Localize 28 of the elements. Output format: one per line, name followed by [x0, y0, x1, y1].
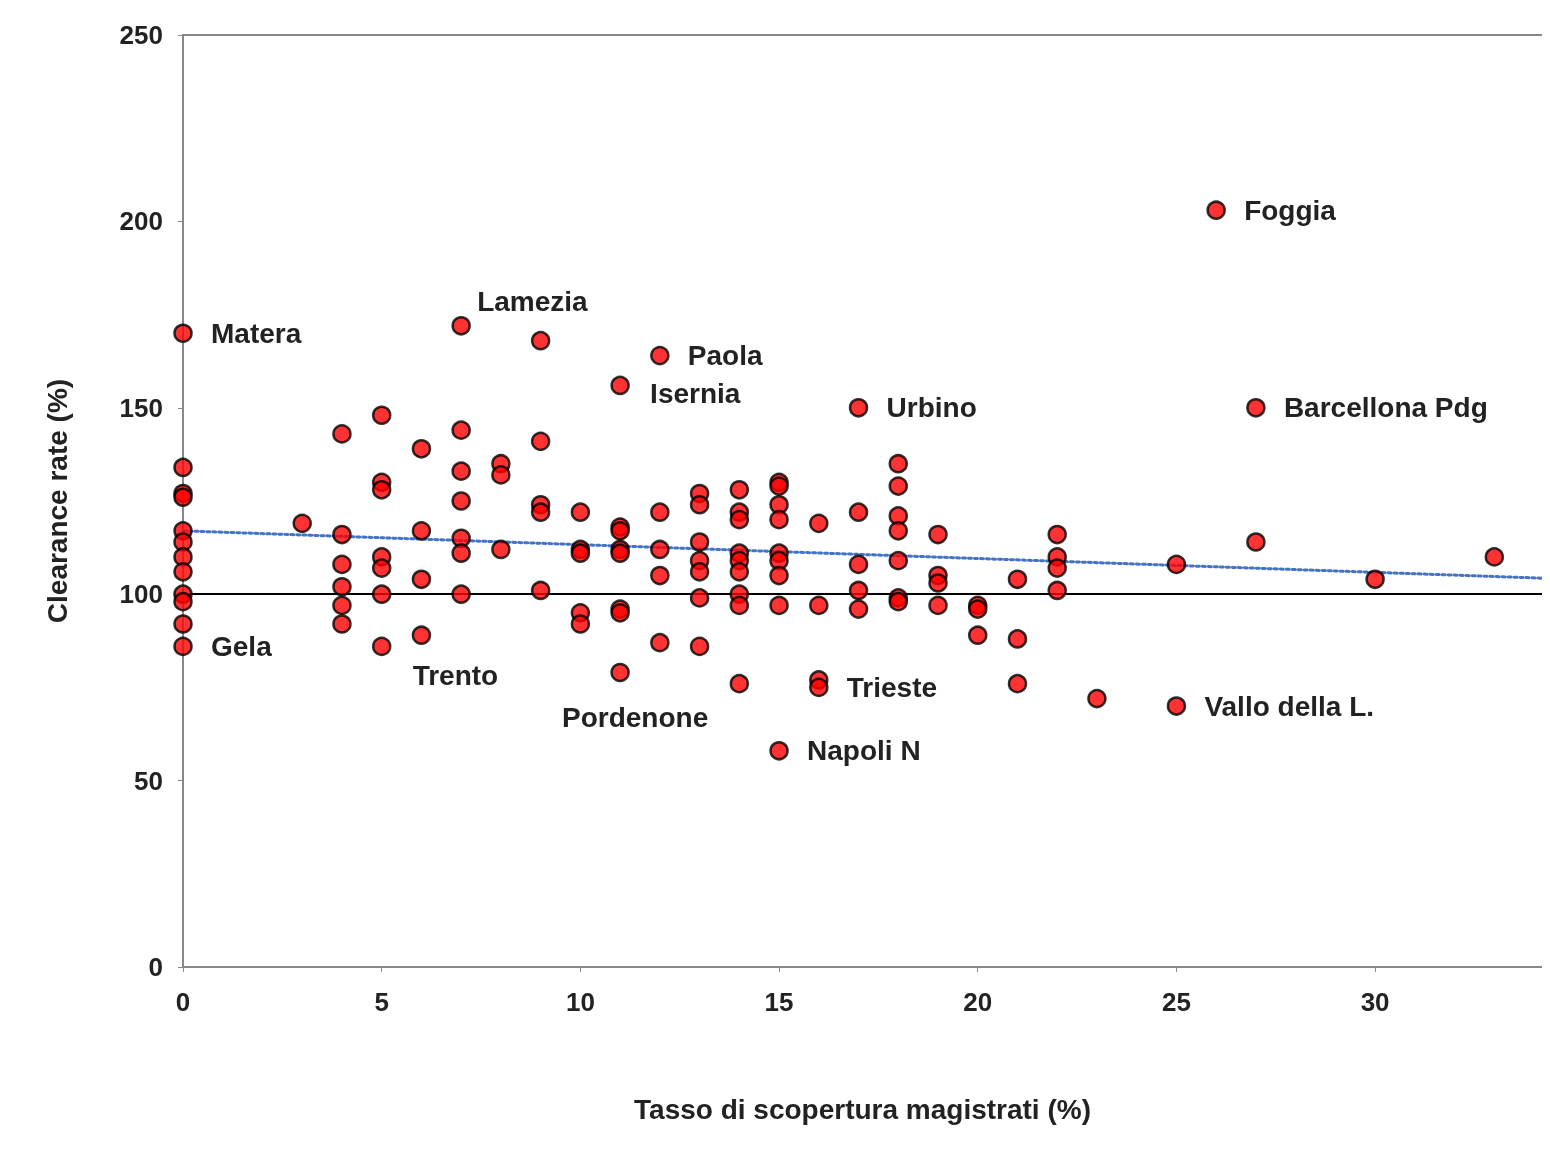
annotation: Lamezia	[477, 286, 589, 318]
x-tick-label: 20	[963, 987, 993, 1017]
y-tick-label: 150	[119, 392, 163, 423]
y-tick-label: 50	[134, 765, 163, 796]
annotation: Barcellona Pdg	[1283, 392, 1488, 424]
annotation: Isernia	[650, 377, 741, 409]
x-tick-label: 25	[1161, 987, 1191, 1017]
annotation: Foggia	[1244, 194, 1337, 226]
annotation: Matera	[211, 317, 302, 349]
y-axis-title: Clearance rate (%)	[41, 378, 73, 624]
annotation: Pordenone	[561, 701, 709, 733]
annotation: Paola	[687, 340, 763, 372]
x-tick-label: 30	[1360, 987, 1390, 1017]
annotation: Urbino	[886, 392, 977, 424]
x-axis-title: Tasso di scopertura magistrati (%)	[634, 1093, 1091, 1125]
annotation: Vallo della L.	[1204, 690, 1375, 722]
annotation: Trento	[412, 659, 499, 691]
y-tick-label: 100	[119, 579, 163, 610]
annotation: Napoli N	[807, 735, 921, 767]
y-tick-label: 0	[148, 952, 163, 982]
x-tick-label: 10	[565, 987, 595, 1017]
annotation: Gela	[211, 630, 273, 662]
annotation: Trieste	[846, 671, 938, 703]
x-tick-label: 0	[175, 987, 191, 1017]
y-tick-label: 200	[119, 206, 163, 237]
y-tick-label: 250	[119, 20, 163, 50]
x-tick-label: 5	[374, 987, 389, 1017]
x-tick-label: 15	[764, 987, 794, 1017]
